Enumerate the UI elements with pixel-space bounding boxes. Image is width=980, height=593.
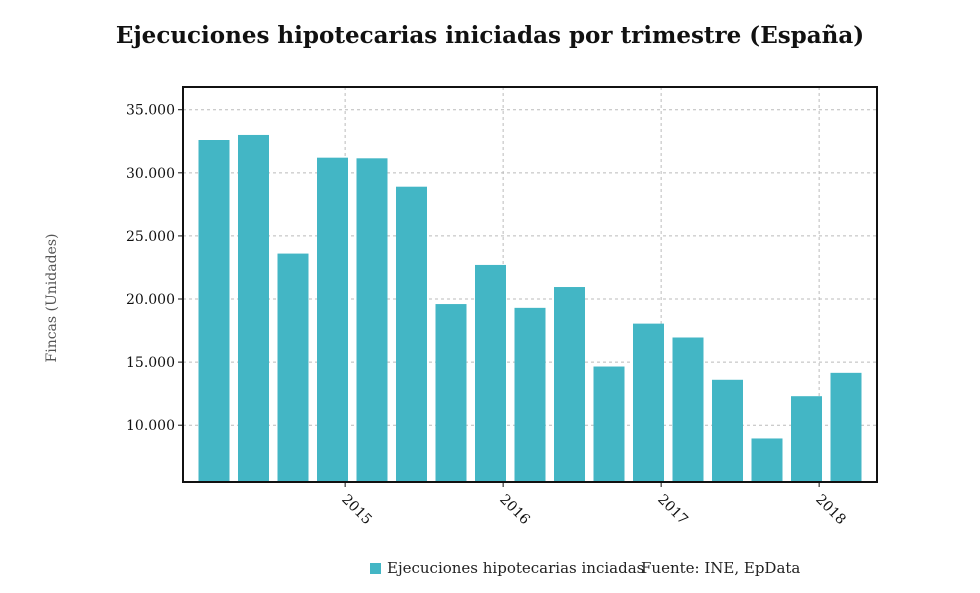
bar[interactable]: 2017 T1: 16950	[672, 337, 704, 482]
legend-label: Ejecuciones hipotecarias inciadas	[387, 559, 645, 577]
source-note: Fuente: INE, EpData	[641, 559, 801, 577]
bar[interactable]: 2015 T4: 22700	[475, 264, 506, 482]
legend[interactable]: Ejecuciones hipotecarias inciadas	[370, 559, 644, 577]
bar[interactable]: 2015 T2: 28900	[396, 186, 427, 483]
bar[interactable]: 2015 T1: 31150	[356, 158, 388, 482]
bar[interactable]: 2016 T2: 20950	[554, 287, 585, 482]
y-axis-ticks: 10.000 15.000 20.000 25.000 30.000 35.000	[126, 103, 183, 434]
bar[interactable]: 2014 T2: 33000	[238, 134, 269, 483]
bars: 2014 T1: 32600 2014 T2: 33000 2014 T3: 236…	[198, 134, 862, 483]
y-tick-label: 30.000	[126, 166, 175, 182]
bar[interactable]: 2017 T3: 8950	[751, 438, 783, 482]
bar[interactable]: 2014 T4: 31200	[317, 157, 348, 482]
x-tick-label: 2015	[338, 492, 375, 529]
bar[interactable]: 2017 T2: 13600	[712, 379, 743, 482]
bar[interactable]: 2016 T1: 19300	[514, 307, 546, 482]
bar[interactable]: 2016 T3: 14650	[593, 366, 625, 482]
y-tick-label: 20.000	[126, 292, 175, 308]
x-axis-ticks: 2015 2016 2017 2018	[338, 482, 849, 528]
y-tick-label: 35.000	[126, 103, 175, 119]
x-tick-label: 2018	[812, 492, 849, 529]
bar[interactable]: 2014 T1: 32600	[198, 140, 230, 483]
plot-frame	[182, 86, 878, 483]
y-tick-label: 25.000	[126, 229, 175, 245]
y-tick-label: 10.000	[126, 418, 175, 434]
bar[interactable]: 2015 T3: 19600	[435, 304, 467, 482]
bar[interactable]: 2018 T1: 14150	[830, 372, 862, 482]
y-tick-label: 15.000	[126, 355, 175, 371]
bar[interactable]: 2017 T4: 12300	[791, 396, 822, 482]
bar[interactable]: 2016 T4: 18050	[633, 323, 664, 482]
x-tick-label: 2017	[654, 492, 691, 529]
chart-title: Ejecuciones hipotecarias iniciadas por t…	[115, 22, 865, 49]
bar[interactable]: 2014 T3: 23600	[277, 253, 309, 482]
x-tick-label: 2016	[496, 492, 533, 529]
legend-swatch	[370, 562, 381, 574]
